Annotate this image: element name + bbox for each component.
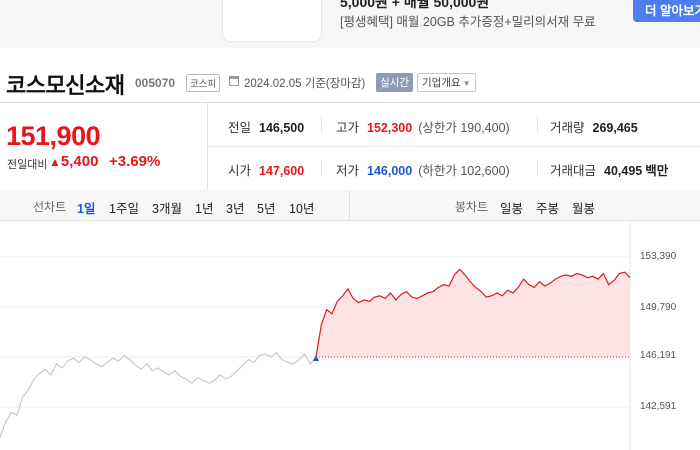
candle-chart-label: 봉차트 <box>455 200 489 214</box>
company-overview-dropdown[interactable]: 기업개요 ▼ <box>417 73 476 92</box>
tab-weekly-candle[interactable]: 주봉 <box>536 202 560 216</box>
tab-10-years[interactable]: 10년 <box>289 202 315 216</box>
series-previous-day <box>0 351 317 438</box>
stat-label: 전일 <box>228 121 252 135</box>
stat-separator <box>537 117 538 133</box>
lower-limit: (하한가 102,600) <box>418 164 510 178</box>
change-amount: 5,400 <box>60 153 99 170</box>
tab-3-years[interactable]: 3년 <box>226 202 245 216</box>
stat-label: 거래대금 <box>550 164 597 178</box>
market-badge: 코스피 <box>186 74 221 92</box>
ad-thumbnail <box>222 0 322 42</box>
stat-trading-amount: 거래대금 40,495 백만 <box>550 160 668 179</box>
tab-monthly-candle[interactable]: 월봉 <box>572 202 596 216</box>
series-today-area <box>316 269 630 357</box>
upper-limit: (상한가 190,400) <box>418 121 510 135</box>
tab-1-day[interactable]: 1일 <box>77 202 96 216</box>
stock-header: 코스모신소재 005070 코스피 2024.02.05 기준(장마감) 실시간… <box>0 60 700 100</box>
stat-volume: 거래량 269,465 <box>550 117 638 136</box>
stat-prev-close: 전일 146,500 <box>228 117 304 136</box>
realtime-button[interactable]: 실시간 <box>376 73 413 92</box>
y-tick-label: 153,390 <box>640 251 677 262</box>
y-tick-label: 149,790 <box>640 302 677 313</box>
tab-daily-candle[interactable]: 일봉 <box>500 202 524 216</box>
stat-separator <box>321 160 322 176</box>
ad-banner[interactable]: 5,000원 + 매월 50,000원 [평생혜택] 매월 20GB 추가증정+… <box>0 0 700 48</box>
stat-low: 저가 146,000 (하한가 102,600) <box>336 160 510 179</box>
change-label: 전일대비 <box>7 159 48 171</box>
stat-label: 거래량 <box>550 121 585 135</box>
stat-value: 146,500 <box>259 121 305 135</box>
ad-title: 5,000원 + 매월 50,000원 <box>340 0 490 10</box>
chart-canvas <box>0 221 631 450</box>
stat-separator <box>321 117 322 133</box>
intraday-chart[interactable]: 153,390 149,790 146,191 142,591 <box>0 221 700 450</box>
stock-name[interactable]: 코스모신소재 <box>6 73 125 98</box>
stat-value: 152,300 <box>367 121 413 135</box>
tab-1-year[interactable]: 1년 <box>195 202 214 216</box>
stat-high: 고가 152,300 (상한가 190,400) <box>336 117 510 136</box>
stat-open: 시가 147,600 <box>228 160 304 179</box>
stat-value: 269,465 <box>592 121 638 135</box>
stat-label: 저가 <box>336 164 360 178</box>
tab-5-years[interactable]: 5년 <box>257 202 276 216</box>
summary-divider <box>207 103 208 191</box>
summary-row-divider <box>208 146 700 147</box>
stat-value: 147,600 <box>259 164 305 178</box>
series-today <box>315 268 631 358</box>
stat-unit: 백만 <box>645 164 669 178</box>
ad-learn-more-button[interactable]: 더 알아보기 <box>633 0 700 22</box>
chart-period-tabs: 선차트 1일 1주일 3개월 1년 3년 5년 10년 봉차트 일봉 주봉 월봉 <box>0 190 700 221</box>
price-summary: 151,900 전일대비 ▲5,400 +3.69% 전일 146,500 고가 1… <box>0 102 700 192</box>
stat-label: 고가 <box>336 121 360 135</box>
stat-value: 146,000 <box>367 164 413 178</box>
tab-3-months[interactable]: 3개월 <box>152 202 182 216</box>
stat-value: 40,495 <box>604 164 643 178</box>
y-tick-label: 146,191 <box>640 350 677 361</box>
chevron-down-icon: ▼ <box>462 79 471 88</box>
change-value: ▲5,400 <box>49 153 98 170</box>
current-price: 151,900 <box>6 121 101 151</box>
change-percent: +3.69% <box>109 153 161 170</box>
open-marker <box>313 354 319 361</box>
calendar-icon <box>229 76 239 86</box>
company-overview-label: 기업개요 <box>422 77 461 89</box>
ad-description: [평생혜택] 매월 20GB 추가증정+밀리의서재 무료 <box>340 15 596 29</box>
line-chart-label: 선차트 <box>33 200 67 214</box>
stat-label: 시가 <box>228 164 252 178</box>
tab-1-week[interactable]: 1주일 <box>109 202 139 216</box>
as-of-date: 2024.02.05 기준(장마감) <box>244 78 366 90</box>
y-tick-label: 142,591 <box>640 401 677 412</box>
stat-separator <box>537 160 538 176</box>
tabs-divider <box>349 190 350 220</box>
up-arrow-icon: ▲ <box>49 155 61 169</box>
stock-code: 005070 <box>135 76 176 90</box>
